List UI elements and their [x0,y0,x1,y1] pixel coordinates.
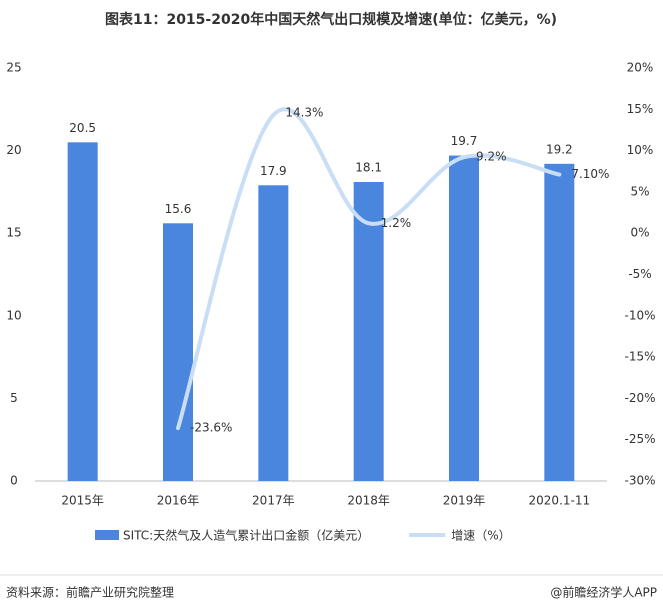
legend-label: SITC:天然气及人造气累计出口金额（亿美元） [123,528,369,543]
credit: @前瞻经济学人APP [550,585,657,600]
y-tick-label: 10 [6,308,21,322]
bar [353,181,384,481]
bar-label: 19.2 [546,142,573,156]
x-tick-label: 2016年 [157,494,200,508]
bar-label: 19.7 [451,134,478,148]
y2-tick-label: -5% [628,267,651,281]
bar [258,185,289,482]
x-tick-label: 2020.1-11 [529,494,591,508]
line-label: 14.3% [285,106,323,120]
bar [163,223,193,481]
y2-tick-label: 5% [630,184,649,198]
y-tick-label: 20 [6,143,21,157]
y2-tick-label: -10% [624,308,655,322]
line-label: -23.6% [190,421,232,435]
bar [449,155,479,481]
bar-label: 15.6 [165,202,192,216]
line-label: 7.10% [571,167,609,181]
source: 资料来源：前瞻产业研究院整理 [6,585,174,600]
legend-label: 增速（%） [451,529,510,543]
y2-tick-label: 0% [630,226,649,240]
bar-label: 20.5 [69,121,96,135]
y-tick-label: 25 [6,61,21,75]
chart-title: 图表11：2015-2020年中国天然气出口规模及增速(单位：亿美元，%) [105,11,557,28]
line-label: 9.2% [476,150,507,164]
x-tick-label: 2018年 [347,494,390,508]
y-tick-label: 5 [10,391,18,405]
y2-tick-label: 20% [627,61,654,75]
line-label: 1.2% [381,216,412,230]
y-tick-label: 0 [10,474,18,488]
legend-swatch [95,530,119,540]
y-tick-label: 15 [6,226,21,240]
x-tick-label: 2015年 [61,494,104,508]
bar [544,163,575,482]
y2-tick-label: -15% [624,350,655,364]
y2-tick-label: 15% [627,102,654,116]
bar-label: 18.1 [355,160,382,174]
y2-tick-label: 10% [627,143,654,157]
bar [67,142,98,481]
line [176,107,562,431]
y2-tick-label: -25% [624,432,655,446]
y2-tick-label: -20% [624,391,655,405]
x-tick-label: 2019年 [443,494,486,508]
y2-tick-label: -30% [624,474,655,488]
bar-label: 17.9 [260,164,287,178]
x-tick-label: 2017年 [252,494,295,508]
